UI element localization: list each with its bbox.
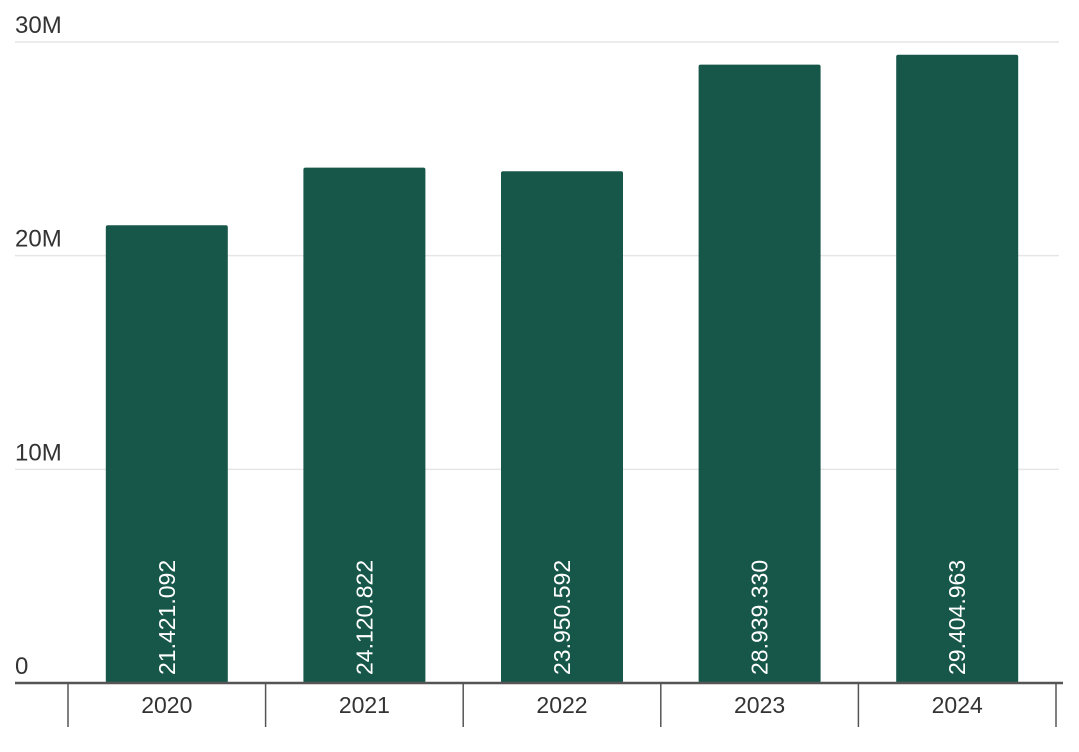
bar-2024	[896, 54, 1019, 683]
x-tick-label-2023: 2023	[734, 692, 785, 718]
data-label-2022: 23.950.592	[549, 560, 575, 675]
data-label-2023: 28.939.330	[747, 560, 773, 675]
data-label-2020: 21.421.092	[154, 560, 180, 675]
y-tick-label: 20M	[15, 226, 62, 253]
x-axis-tick-labels: 2020 2021 2022 2023 2024	[141, 692, 983, 718]
bar-2021	[303, 167, 426, 684]
x-tick-label-2020: 2020	[141, 692, 192, 718]
y-tick-label: 10M	[15, 439, 62, 466]
data-label-2024: 29.404.963	[944, 560, 970, 675]
bar-2023	[698, 64, 821, 684]
x-tick-label-2021: 2021	[339, 692, 390, 718]
x-tick-label-2024: 2024	[932, 692, 983, 718]
y-tick-label: 0	[15, 653, 28, 680]
y-tick-label: 30M	[15, 12, 62, 39]
x-axis	[15, 681, 1063, 727]
data-label-2021: 24.120.822	[351, 560, 377, 675]
bar-2022	[501, 171, 623, 684]
y-axis-tick-labels: 0 10M 20M 30M	[15, 12, 62, 680]
bar-2020	[105, 225, 228, 683]
x-tick-label-2022: 2022	[536, 692, 587, 718]
bars: 21.421.092 24.120.822 23.950.592 28.939.330…	[105, 54, 1019, 684]
